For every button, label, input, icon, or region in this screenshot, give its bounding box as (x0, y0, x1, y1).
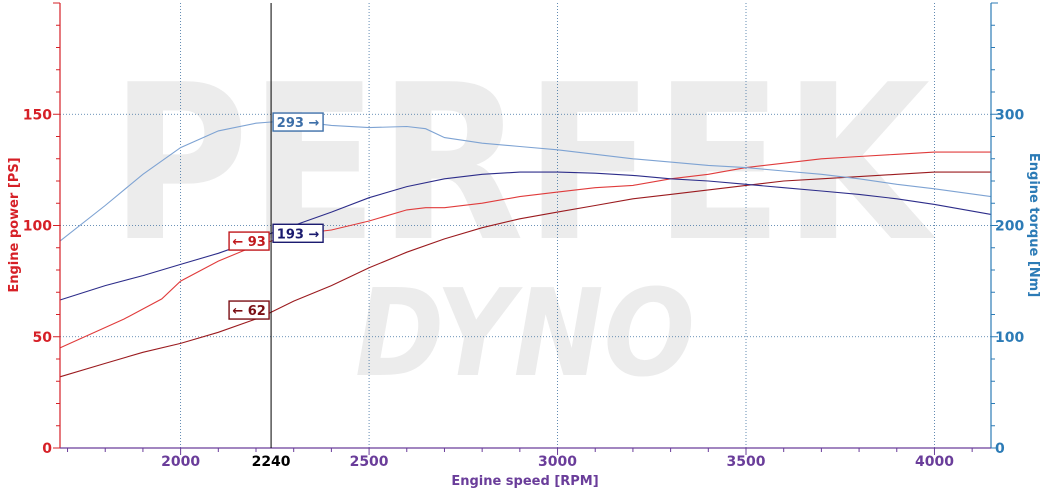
y-left-axis-title: Engine power [PS] (7, 157, 22, 292)
x-tick-label: 3500 (727, 454, 766, 470)
watermark-sub: DYNO (355, 265, 695, 404)
y-left-tick-label: 50 (33, 330, 53, 346)
cursor-flag-box-2 (272, 223, 324, 243)
cursor-flag-label-2: 193 → (277, 227, 320, 242)
axes: 2000 2500 3000 3500 4000 0 50 100 150 0 100 200 300 (23, 2, 1024, 470)
x-tick-label: 3000 (538, 454, 577, 470)
series-line-4 (59, 171, 992, 301)
x-axis-title: Engine speed [RPM] (451, 474, 598, 489)
cursor-layer: 2240 293 → 193 → ← 93 ← 62 (228, 3, 324, 470)
y-right-tick-label: 0 (995, 441, 1005, 457)
y-right-tick-label: 200 (995, 219, 1024, 235)
y-right-tick-label: 100 (995, 330, 1024, 346)
cursor-flag-label-3: ← 93 (232, 235, 266, 250)
cursor-flag-box-1 (272, 112, 324, 132)
watermark-brand: PERFEK (110, 38, 937, 289)
grid (60, 3, 991, 448)
y-left-tick-label: 150 (23, 107, 52, 123)
cursor-flag-label-4: ← 62 (232, 304, 266, 319)
y-left-tick-label: 0 (42, 441, 52, 457)
series-layer (59, 120, 992, 378)
cursor-flag-box-3 (228, 231, 270, 251)
series-line-1 (59, 151, 991, 349)
y-left-tick-label: 100 (23, 219, 52, 235)
x-tick-label: 4000 (915, 454, 954, 470)
y-right-axis-title: Engine torque [Nm] (1026, 153, 1041, 297)
x-tick-label: 2500 (350, 454, 389, 470)
series-line-2 (59, 171, 991, 378)
cursor-flag-label-1: 293 → (277, 116, 320, 131)
series-line-3 (59, 120, 992, 242)
cursor-rpm-label: 2240 (252, 454, 291, 470)
cursor-flag-box-4 (228, 300, 270, 320)
y-right-tick-label: 300 (995, 107, 1024, 123)
x-tick-label: 2000 (161, 454, 200, 470)
